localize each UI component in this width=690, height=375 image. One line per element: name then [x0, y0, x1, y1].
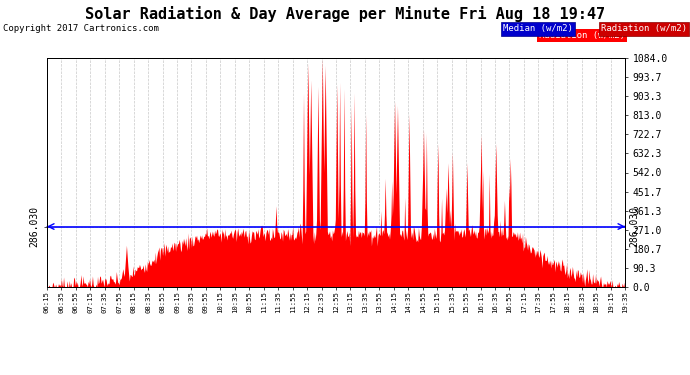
Text: Copyright 2017 Cartronics.com: Copyright 2017 Cartronics.com — [3, 24, 159, 33]
Text: 286.030: 286.030 — [629, 206, 640, 247]
Text: Radiation (w/m2): Radiation (w/m2) — [601, 24, 687, 33]
Text: Solar Radiation & Day Average per Minute Fri Aug 18 19:47: Solar Radiation & Day Average per Minute… — [85, 6, 605, 22]
Text: Radiation (w/m2): Radiation (w/m2) — [539, 31, 625, 40]
Text: Median (w/m2): Median (w/m2) — [503, 24, 573, 33]
Text: Median (w/m2): Median (w/m2) — [555, 31, 625, 40]
